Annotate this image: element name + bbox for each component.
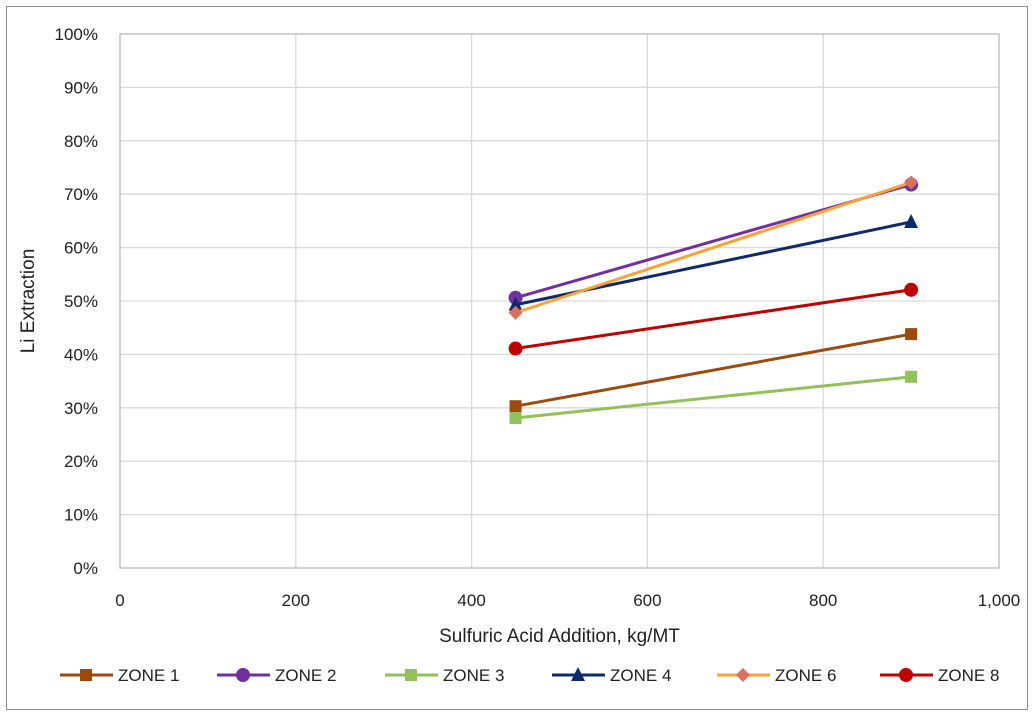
y-tick-label: 0%	[73, 559, 98, 578]
x-tick-label: 800	[809, 591, 837, 610]
series-line	[515, 332, 912, 408]
legend: ZONE 1 ZONE 2 ZONE 3 ZONE 4 ZONE 6 ZONE 8	[60, 666, 999, 685]
marker-square	[905, 328, 918, 341]
marker-triangle	[571, 667, 585, 681]
marker-diamond	[736, 668, 750, 682]
y-tick-label: 100%	[55, 25, 98, 44]
y-tick-label: 90%	[64, 78, 98, 97]
marker-circle	[899, 668, 913, 682]
legend-item: ZONE 8	[880, 666, 999, 685]
series-line	[515, 288, 912, 351]
legend-item: ZONE 2	[217, 666, 336, 685]
legend-item: ZONE 4	[552, 666, 671, 685]
legend-item: ZONE 6	[717, 666, 836, 685]
y-tick-label: 50%	[64, 292, 98, 311]
x-tick-label: 400	[457, 591, 485, 610]
x-tick-label: 1,000	[978, 591, 1021, 610]
marker-circle	[904, 282, 919, 297]
marker-square	[405, 669, 417, 681]
x-tick-label: 0	[115, 591, 124, 610]
marker-triangle	[904, 213, 919, 228]
marker-circle	[236, 668, 250, 682]
x-axis-title: Sulfuric Acid Addition, kg/MT	[439, 626, 680, 647]
marker-circle	[508, 341, 523, 356]
series-zone-3	[509, 370, 918, 424]
y-tick-label: 30%	[64, 399, 98, 418]
marker-triangle	[508, 296, 523, 311]
legend-label: ZONE 6	[775, 666, 836, 685]
y-axis-title: Li Extraction	[18, 249, 39, 354]
legend-label: ZONE 3	[443, 666, 504, 685]
marker-square	[80, 669, 92, 681]
legend-label: ZONE 1	[118, 666, 179, 685]
legend-item: ZONE 3	[385, 666, 504, 685]
legend-label: ZONE 8	[938, 666, 999, 685]
marker-diamond	[508, 305, 523, 320]
legend-label: ZONE 2	[275, 666, 336, 685]
x-tick-label: 600	[633, 591, 661, 610]
y-tick-label: 10%	[64, 506, 98, 525]
y-tick-label: 20%	[64, 452, 98, 471]
axes: 0% 10% 20% 30% 40% 50% 60% 70% 80% 90% 100% 0 200 400…	[55, 25, 1021, 610]
y-tick-label: 80%	[64, 132, 98, 151]
y-tick-label: 70%	[64, 185, 98, 204]
plot-area-border	[119, 33, 1000, 569]
legend-item: ZONE 1	[60, 666, 179, 685]
y-tick-label: 60%	[64, 239, 98, 258]
legend-label: ZONE 4	[610, 666, 671, 685]
series-zone-1	[509, 328, 918, 413]
y-tick-label: 40%	[64, 345, 98, 364]
series-line	[515, 375, 912, 420]
marker-square	[509, 400, 522, 413]
chart-frame	[6, 6, 1028, 710]
series-zone-6	[508, 175, 919, 320]
series-line	[515, 181, 912, 315]
series-zone-2	[508, 177, 919, 305]
marker-diamond	[904, 175, 919, 190]
series-layer	[508, 175, 919, 424]
marker-square	[905, 370, 918, 383]
x-tick-label: 200	[282, 591, 310, 610]
marker-square	[509, 411, 522, 424]
grid	[119, 33, 1000, 569]
series-zone-8	[508, 282, 919, 356]
